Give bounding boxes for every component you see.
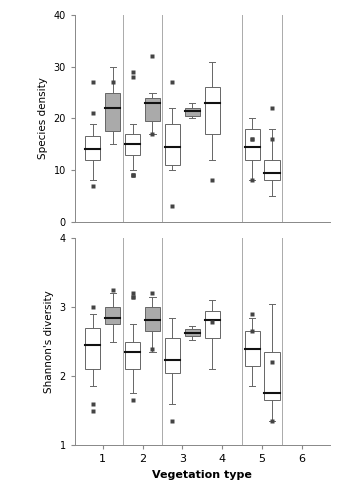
Bar xyxy=(85,328,100,369)
Bar xyxy=(205,310,220,338)
Bar xyxy=(165,124,180,165)
Y-axis label: Species density: Species density xyxy=(38,78,48,160)
Bar xyxy=(125,134,140,154)
Bar xyxy=(85,136,100,160)
Bar xyxy=(105,307,120,324)
Bar xyxy=(185,108,200,116)
Bar xyxy=(185,329,200,336)
Bar xyxy=(145,307,160,332)
Bar xyxy=(145,98,160,121)
X-axis label: Vegetation type: Vegetation type xyxy=(152,470,252,480)
Bar xyxy=(265,352,279,400)
Bar xyxy=(205,88,220,134)
Bar xyxy=(265,160,279,180)
Bar xyxy=(125,342,140,369)
Y-axis label: Shannon's diversity: Shannon's diversity xyxy=(44,290,54,393)
Bar xyxy=(244,332,260,366)
Bar xyxy=(165,338,180,372)
Bar xyxy=(105,92,120,132)
Bar xyxy=(244,128,260,160)
